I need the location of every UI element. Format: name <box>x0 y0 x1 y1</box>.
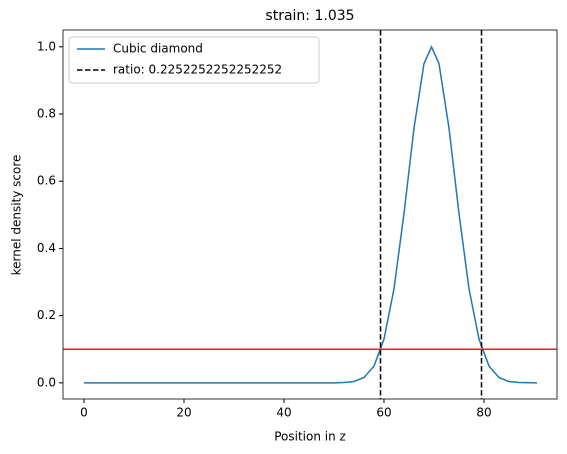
x-tick-label: 0 <box>80 406 88 420</box>
data-line <box>84 44 538 384</box>
y-tick-label: 0.6 <box>37 174 56 188</box>
legend-label: ratio: 0.2252252252252252 <box>113 63 282 77</box>
x-tick-label: 20 <box>176 406 191 420</box>
chart-title: strain: 1.035 <box>265 8 354 24</box>
y-tick-label: 0.8 <box>37 107 56 121</box>
y-tick-label: 0.2 <box>37 308 56 322</box>
x-tick-label: 80 <box>476 406 491 420</box>
legend-label: Cubic diamond <box>113 42 203 56</box>
y-tick-label: 0.4 <box>37 241 56 255</box>
x-tick-label: 40 <box>276 406 291 420</box>
y-tick-label: 0.0 <box>37 375 56 389</box>
y-axis-label: kernel density score <box>10 155 24 276</box>
y-tick-label: 1.0 <box>37 39 56 53</box>
x-axis-label: Position in z <box>274 430 346 444</box>
legend-box <box>68 36 320 84</box>
axes-frame <box>62 29 558 400</box>
x-tick-label: 60 <box>376 406 391 420</box>
